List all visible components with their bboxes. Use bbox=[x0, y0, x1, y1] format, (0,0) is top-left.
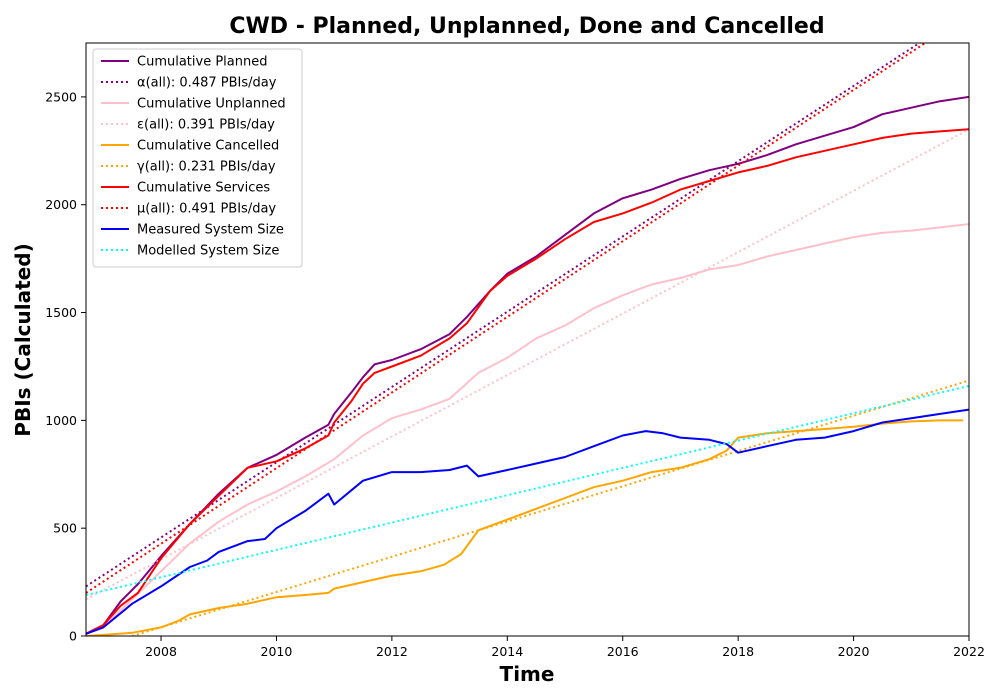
series-line-all-0-391-pbis-day-3 bbox=[86, 128, 969, 601]
x-tick-label: 2010 bbox=[261, 644, 293, 659]
legend: Cumulative Planned α(all): 0.487 PBIs/day… bbox=[92, 48, 303, 268]
legend-label: μ(all): 0.491 PBIs/day bbox=[137, 202, 276, 217]
x-tick-label: 2008 bbox=[145, 644, 177, 659]
y-tick-label: 1000 bbox=[45, 413, 77, 428]
x-tick-label: 2018 bbox=[722, 644, 754, 659]
legend-label: Cumulative Unplanned bbox=[137, 97, 286, 112]
series-line-all-0-487-pbis-day-1 bbox=[86, 43, 922, 588]
x-tick-label: 2014 bbox=[491, 644, 523, 659]
series-layer bbox=[86, 43, 969, 636]
x-tick-label: 2020 bbox=[838, 644, 870, 659]
series-line-cumulative-services-6 bbox=[86, 128, 969, 635]
axes-frame bbox=[85, 42, 970, 637]
x-tick-label: 2016 bbox=[607, 644, 639, 659]
legend-label: ε(all): 0.391 PBIs/day bbox=[137, 118, 275, 133]
y-axis-label: PBIs (Calculated) bbox=[11, 243, 35, 436]
legend-label: Measured System Size bbox=[137, 223, 284, 238]
x-tick-label: 2022 bbox=[953, 644, 985, 659]
legend-box bbox=[92, 48, 303, 268]
series-line-all-0-231-pbis-day-5 bbox=[131, 379, 969, 636]
x-axis: 2008 2010 2012 2014 2016 2018 2020 2022 bbox=[145, 636, 985, 659]
x-axis-label: Time bbox=[500, 662, 555, 686]
y-axis: 0 500 1000 1500 2000 2500 bbox=[45, 89, 86, 644]
legend-label: Cumulative Services bbox=[137, 181, 270, 196]
series-line-cumulative-cancelled-4 bbox=[86, 419, 964, 636]
legend-label: Cumulative Cancelled bbox=[137, 139, 279, 154]
x-tick-label: 2012 bbox=[376, 644, 408, 659]
y-tick-label: 1500 bbox=[45, 305, 77, 320]
legend-label: Modelled System Size bbox=[137, 244, 279, 259]
legend-label: γ(all): 0.231 PBIs/day bbox=[137, 160, 276, 175]
y-tick-label: 2000 bbox=[45, 197, 77, 212]
series-line-modelled-system-size-9 bbox=[86, 384, 969, 596]
chart-title: CWD - Planned, Unplanned, Done and Cance… bbox=[229, 14, 824, 39]
legend-label: α(all): 0.487 PBIs/day bbox=[137, 76, 277, 91]
series-line-cumulative-planned-0 bbox=[86, 95, 969, 635]
series-line-cumulative-unplanned-2 bbox=[86, 223, 969, 635]
y-tick-label: 0 bbox=[69, 629, 77, 644]
y-tick-label: 500 bbox=[53, 521, 77, 536]
plot-area bbox=[85, 42, 970, 637]
y-tick-label: 2500 bbox=[45, 89, 77, 104]
legend-label: Cumulative Planned bbox=[137, 55, 267, 70]
series-line-measured-system-size-8 bbox=[86, 408, 969, 635]
